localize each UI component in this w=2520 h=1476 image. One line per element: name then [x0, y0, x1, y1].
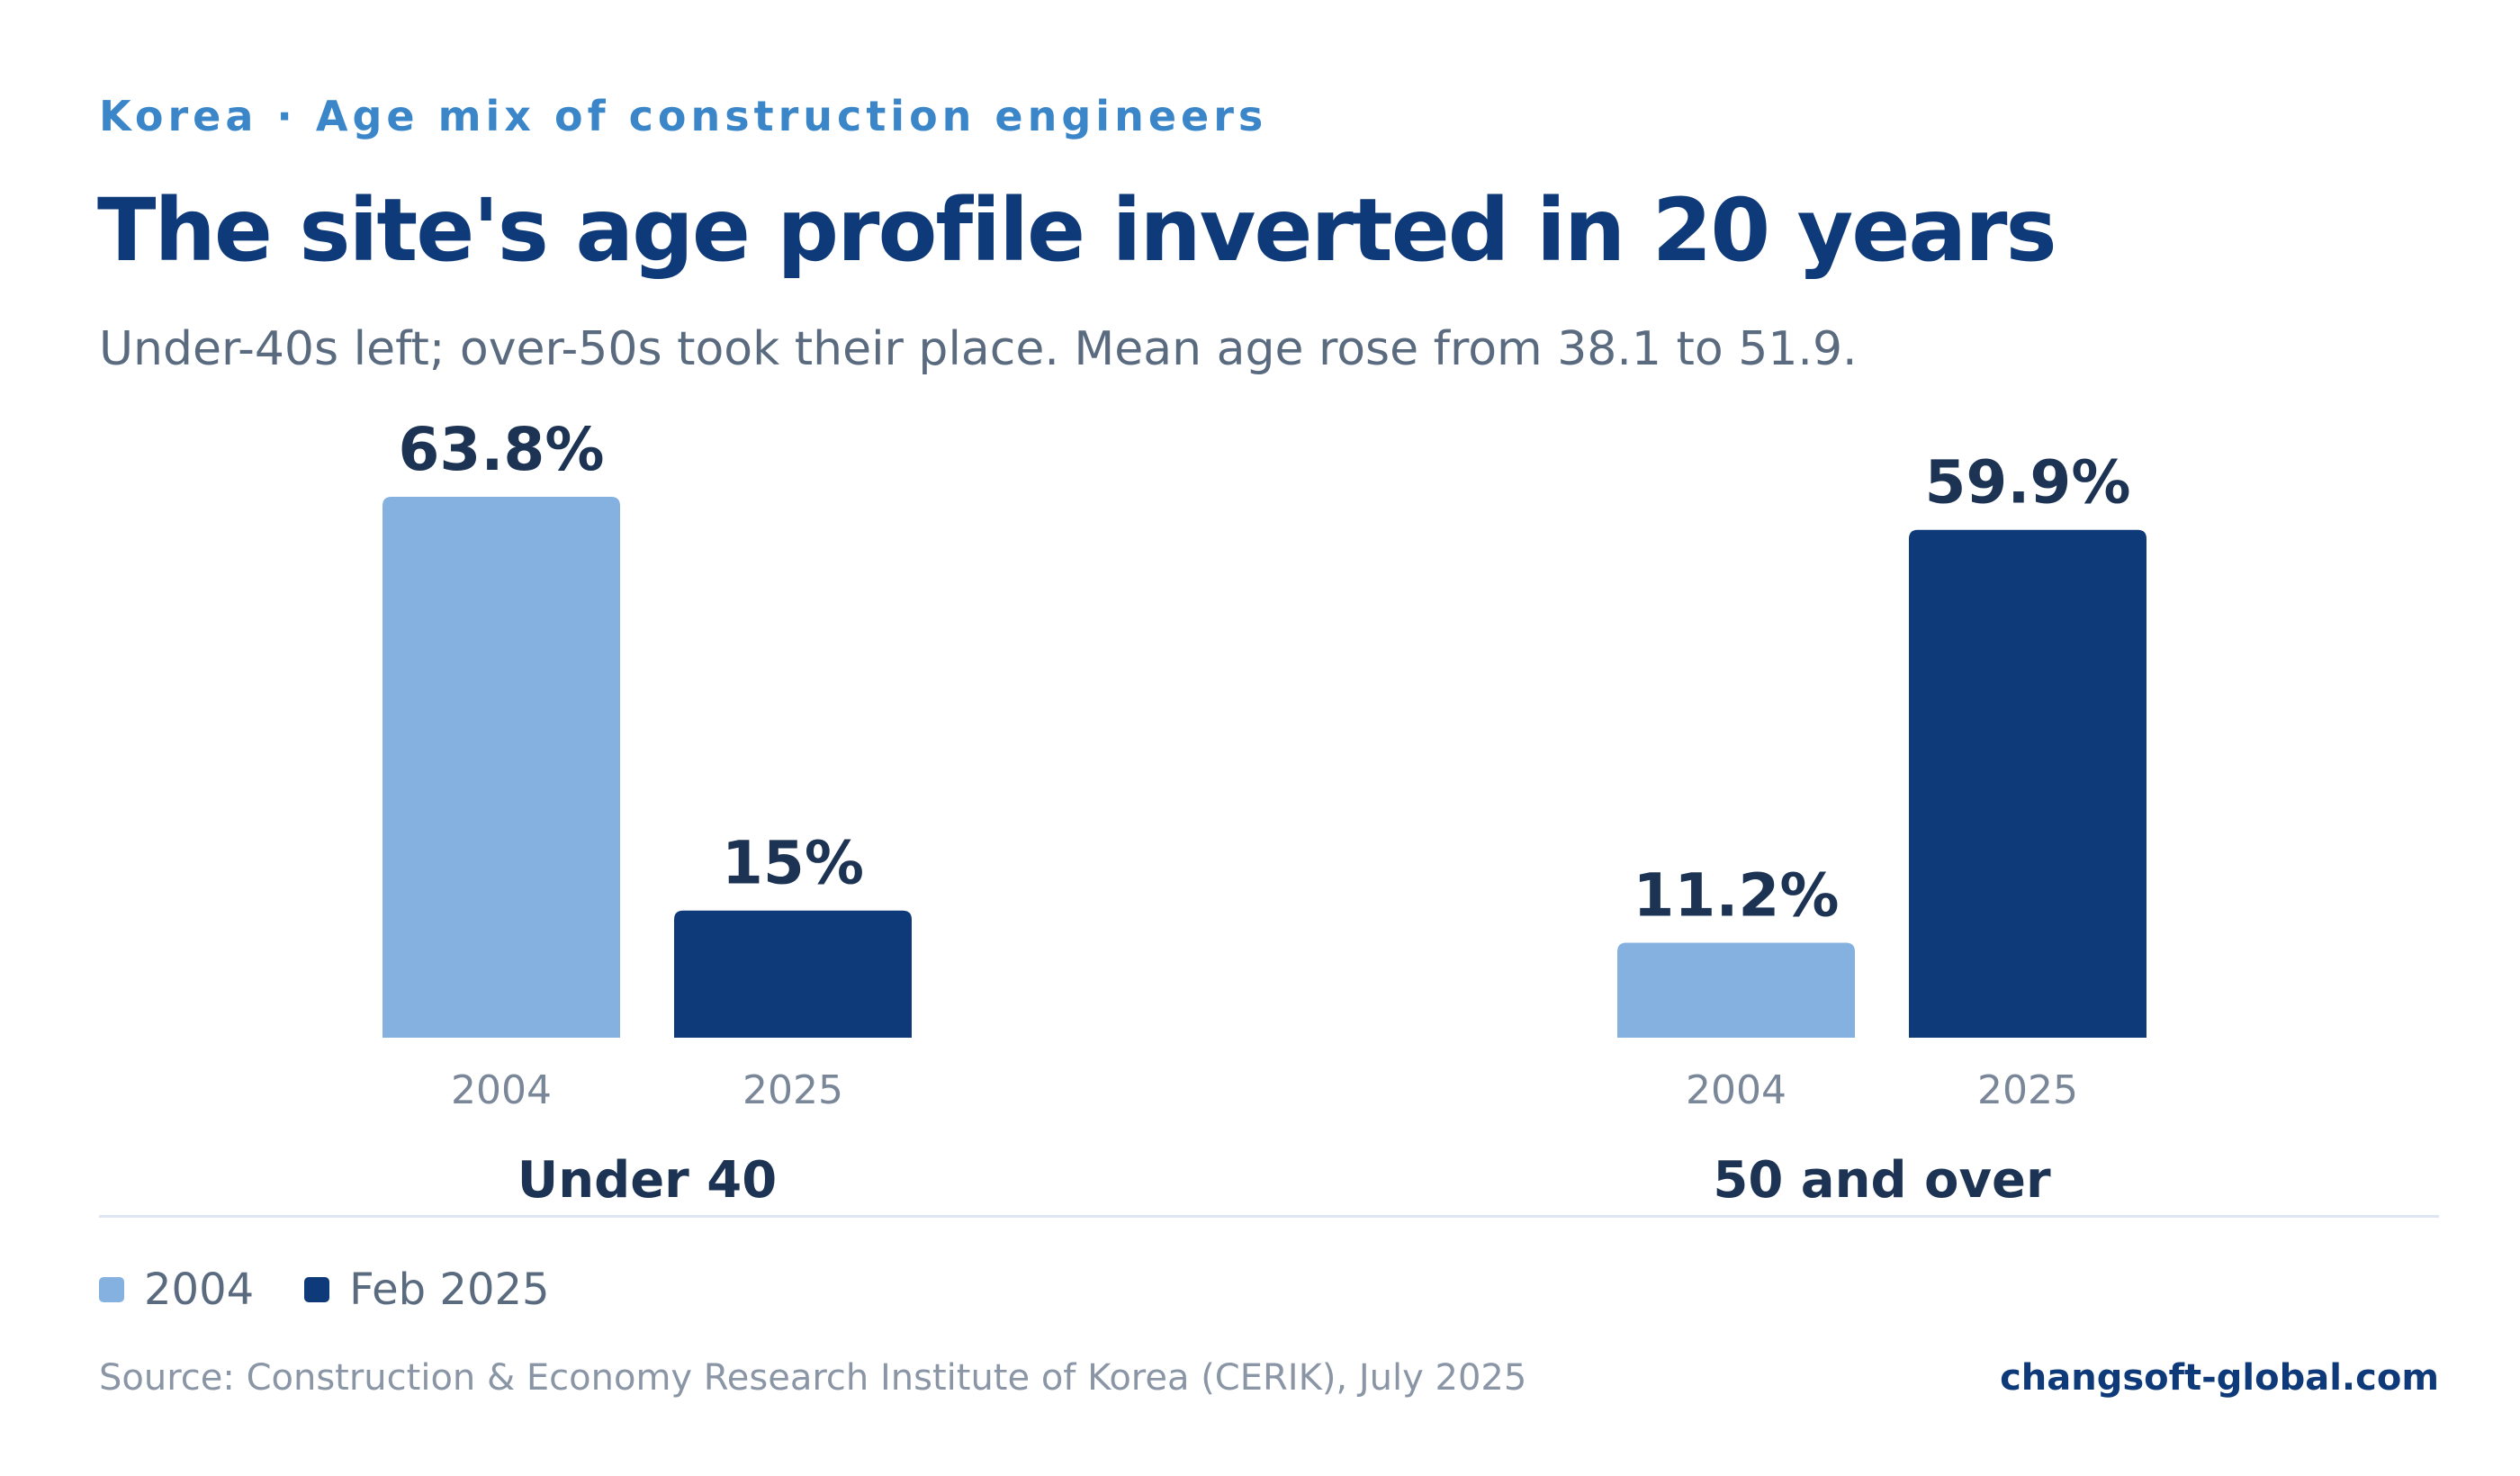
chart-kicker: Korea · Age mix of construction engineer… — [99, 92, 1268, 140]
legend-label-2025: Feb 2025 — [349, 1264, 550, 1315]
bar-50-and-over-2025 — [1909, 529, 2146, 1038]
group-label-50-and-over: 50 and over — [1713, 1151, 2051, 1206]
legend-item-2025: Feb 2025 — [304, 1264, 550, 1315]
source-note: Source: Construction & Economy Research … — [99, 1357, 1527, 1399]
tick-label-under-40-2025: 2025 — [742, 1067, 843, 1113]
group-label-under-40: Under 40 — [518, 1151, 777, 1206]
tick-label-50-and-over-2025: 2025 — [1977, 1067, 2078, 1113]
chart-subtitle: Under-40s left; over-50s took their plac… — [99, 322, 1858, 376]
chart-title: The site's age profile inverted in 20 ye… — [97, 180, 2057, 281]
bar-50-and-over-2004 — [1617, 942, 1855, 1038]
bar-under-40-2004 — [382, 497, 620, 1038]
brand-link[interactable]: changsoft-global.com — [2000, 1357, 2439, 1399]
value-label-under-40-2004: 63.8% — [399, 415, 605, 484]
tick-label-under-40-2004: 2004 — [451, 1067, 552, 1113]
legend-swatch-2004 — [99, 1277, 124, 1302]
legend-label-2004: 2004 — [144, 1264, 255, 1315]
legend-item-2004: 2004 — [99, 1264, 254, 1315]
bar-chart: 63.8% 2004 15% 2025 Under 40 11.2% 2004 59.9% 20… — [382, 415, 2146, 1206]
chart-divider — [99, 1215, 2439, 1218]
legend-swatch-2025 — [304, 1277, 330, 1302]
value-label-under-40-2025: 15% — [722, 829, 864, 898]
tick-label-50-and-over-2004: 2004 — [1686, 1067, 1786, 1113]
bar-under-40-2025 — [674, 910, 912, 1038]
value-label-50-and-over-2004: 11.2% — [1634, 860, 1840, 930]
value-label-50-and-over-2025: 59.9% — [1925, 448, 2131, 518]
legend: 2004 Feb 2025 — [99, 1264, 600, 1315]
